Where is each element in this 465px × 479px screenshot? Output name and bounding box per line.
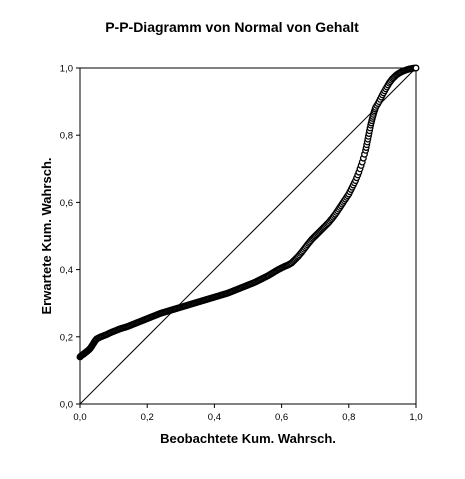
x-tick-label: 0,0 [73,412,86,423]
y-tick-label: 0,2 [60,332,73,343]
y-tick-label: 0,6 [60,198,73,209]
y-tick-label: 0,8 [60,131,73,142]
y-tick-label: 0,0 [60,400,73,411]
axis-ticks: 0,0 0,2 0,4 0,6 0,8 1,0 0,0 0,2 0,4 0,6 0,8 1,0 [60,64,423,424]
x-tick-label: 0,4 [208,412,221,423]
y-axis-label: Erwartete Kum. Wahrsch. [39,157,54,314]
data-points [76,64,420,361]
y-tick-label: 1,0 [60,64,73,75]
x-tick-label: 0,8 [342,412,355,423]
x-axis-label: Beobachtete Kum. Wahrsch. [160,431,336,446]
data-point [412,64,420,72]
x-tick-label: 1,0 [409,412,422,423]
y-tick-label: 0,4 [60,265,73,276]
plot-frame [79,67,417,405]
x-tick-label: 0,2 [141,412,154,423]
reference-line [79,67,417,405]
x-tick-label: 0,6 [275,412,288,423]
chart-title: P-P-Diagramm von Normal von Gehalt [105,19,359,35]
